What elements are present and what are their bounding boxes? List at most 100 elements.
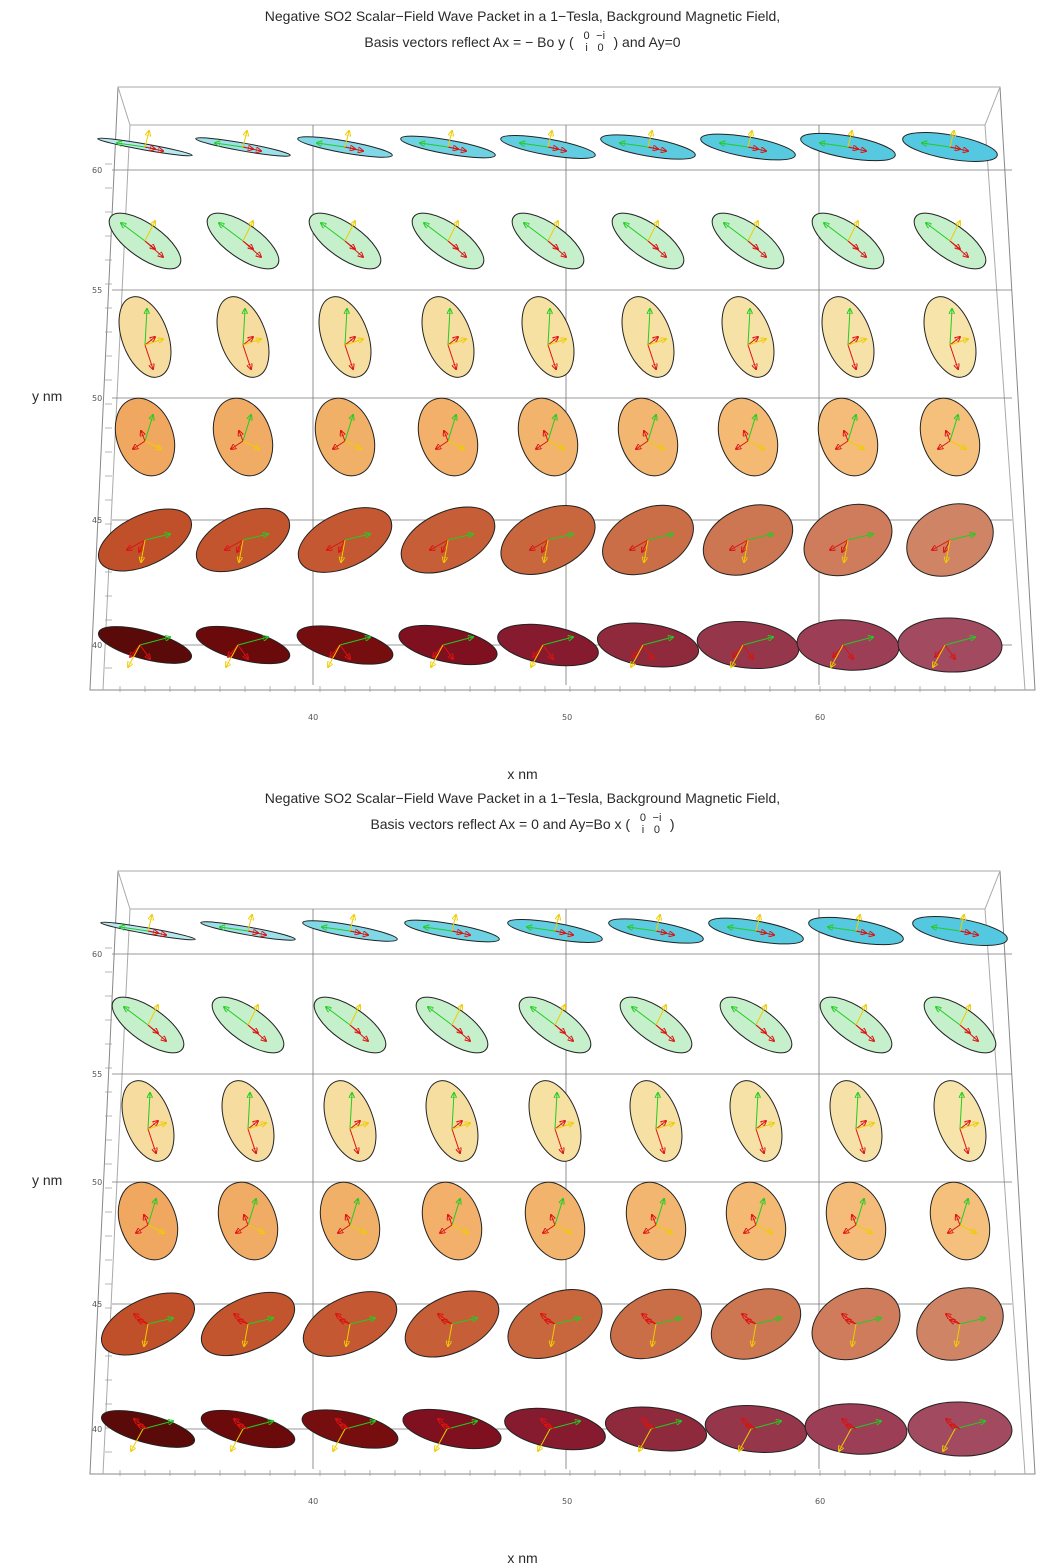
red-basis-vector: [144, 1215, 148, 1226]
red-basis-vector: [949, 344, 958, 369]
green-basis-vector: [936, 1007, 961, 1026]
green-basis-vector: [847, 415, 856, 442]
green-basis-vector: [428, 1007, 453, 1026]
green-basis-vector: [548, 309, 550, 346]
yellow-basis-vector: [349, 1123, 368, 1130]
red-basis-vector: [440, 1224, 453, 1233]
wave-packet: [518, 996, 592, 1054]
yellow-basis-vector: [554, 1005, 565, 1026]
wave-packet: [421, 1181, 483, 1261]
green-basis-vector: [850, 1421, 881, 1430]
green-basis-vector: [960, 1093, 962, 1130]
red-basis-vector: [147, 930, 166, 935]
yellow-basis-vector: [144, 339, 163, 346]
frame-top-bevel: [117, 86, 1001, 126]
green-basis-vector: [949, 534, 975, 541]
red-basis-vector: [247, 1128, 256, 1153]
green-basis-vector: [242, 1421, 273, 1430]
yellow-basis-vector: [451, 1005, 462, 1026]
red-basis-vector: [136, 1224, 149, 1233]
green-basis-vector: [215, 143, 244, 148]
packet-ellipse: [319, 1181, 381, 1261]
green-basis-vector: [549, 1421, 580, 1430]
red-basis-vector: [747, 337, 758, 346]
wave-packet: [719, 996, 793, 1054]
red-basis-vector: [144, 337, 155, 346]
yellow-basis-vector: [946, 539, 951, 562]
wave-packet: [504, 1407, 606, 1456]
red-basis-vector: [242, 337, 253, 346]
wave-packet: [521, 296, 575, 378]
chart-title: Negative SO2 Scalar−Field Wave Packet in…: [264, 790, 781, 806]
red-basis-vector: [542, 644, 553, 659]
green-basis-vector: [647, 415, 656, 442]
yellow-basis-vector: [747, 131, 752, 148]
packet-ellipse: [217, 1181, 279, 1261]
wave-packet: [507, 915, 603, 943]
green-basis-vector: [724, 223, 749, 242]
red-basis-vector: [340, 1320, 351, 1324]
wave-packet: [796, 619, 900, 671]
red-basis-vector: [830, 539, 849, 550]
yellow-basis-vector: [852, 1323, 857, 1346]
wave-packet: [195, 507, 291, 573]
yellow-basis-vector: [652, 1323, 657, 1346]
red-basis-vector: [144, 146, 163, 151]
red-basis-vector: [545, 1425, 556, 1429]
red-basis-vector: [647, 146, 666, 151]
packet-ellipse: [195, 625, 291, 665]
red-basis-vector: [433, 644, 444, 657]
red-basis-vector: [536, 440, 549, 449]
red-basis-vector: [344, 240, 363, 257]
red-basis-vector: [842, 539, 849, 552]
red-basis-vector: [147, 1128, 156, 1153]
packet-ellipse: [524, 1181, 586, 1261]
yellow-basis-vector: [647, 440, 664, 449]
red-basis-vector: [744, 431, 748, 442]
red-basis-vector: [652, 1215, 656, 1226]
yellow-basis-vector: [147, 915, 152, 932]
y-tick-label: 55: [92, 286, 102, 295]
red-basis-vector: [138, 1425, 149, 1429]
red-basis-vector: [932, 539, 951, 550]
wave-packet: [825, 1181, 887, 1261]
green-basis-vector: [855, 1199, 864, 1226]
yellow-basis-vector: [531, 644, 544, 667]
wave-packet: [621, 296, 675, 378]
red-basis-vector: [554, 1024, 573, 1041]
wave-packet: [610, 1288, 702, 1360]
green-basis-vector: [954, 1421, 985, 1430]
green-basis-vector: [451, 1318, 477, 1325]
yellow-basis-vector: [639, 1428, 652, 1451]
red-basis-vector: [339, 644, 350, 659]
green-basis-vector: [756, 1093, 758, 1130]
wave-packet: [711, 212, 785, 270]
green-basis-vector: [547, 415, 556, 442]
wave-packet: [604, 1406, 708, 1457]
red-basis-vector: [948, 1224, 961, 1233]
red-basis-vector: [237, 539, 244, 552]
wave-packet: [301, 1409, 399, 1455]
green-basis-vector: [642, 637, 673, 646]
yellow-basis-vector: [554, 915, 559, 932]
green-basis-vector: [247, 1318, 273, 1325]
wave-packet: [417, 397, 479, 477]
red-basis-vector: [736, 440, 749, 449]
frame-right-edge: [984, 908, 1026, 1475]
red-basis-vector: [237, 644, 248, 659]
green-basis-vector: [120, 927, 149, 932]
red-basis-vector: [349, 930, 368, 935]
green-basis-vector: [531, 1007, 556, 1026]
red-basis-vector: [547, 240, 566, 257]
yellow-basis-vector: [242, 131, 247, 148]
red-basis-vector: [646, 1320, 657, 1324]
yellow-basis-vector: [855, 1224, 872, 1233]
packet-ellipse: [296, 625, 394, 665]
red-basis-vector: [733, 644, 744, 657]
basis-prefix: Basis vectors reflect Ax = 0 and Ay=Bo x…: [370, 816, 631, 832]
wave-packet: [511, 212, 585, 270]
wave-packet: [897, 617, 1003, 673]
red-basis-vector: [956, 1215, 960, 1226]
red-basis-vector: [959, 1024, 978, 1041]
